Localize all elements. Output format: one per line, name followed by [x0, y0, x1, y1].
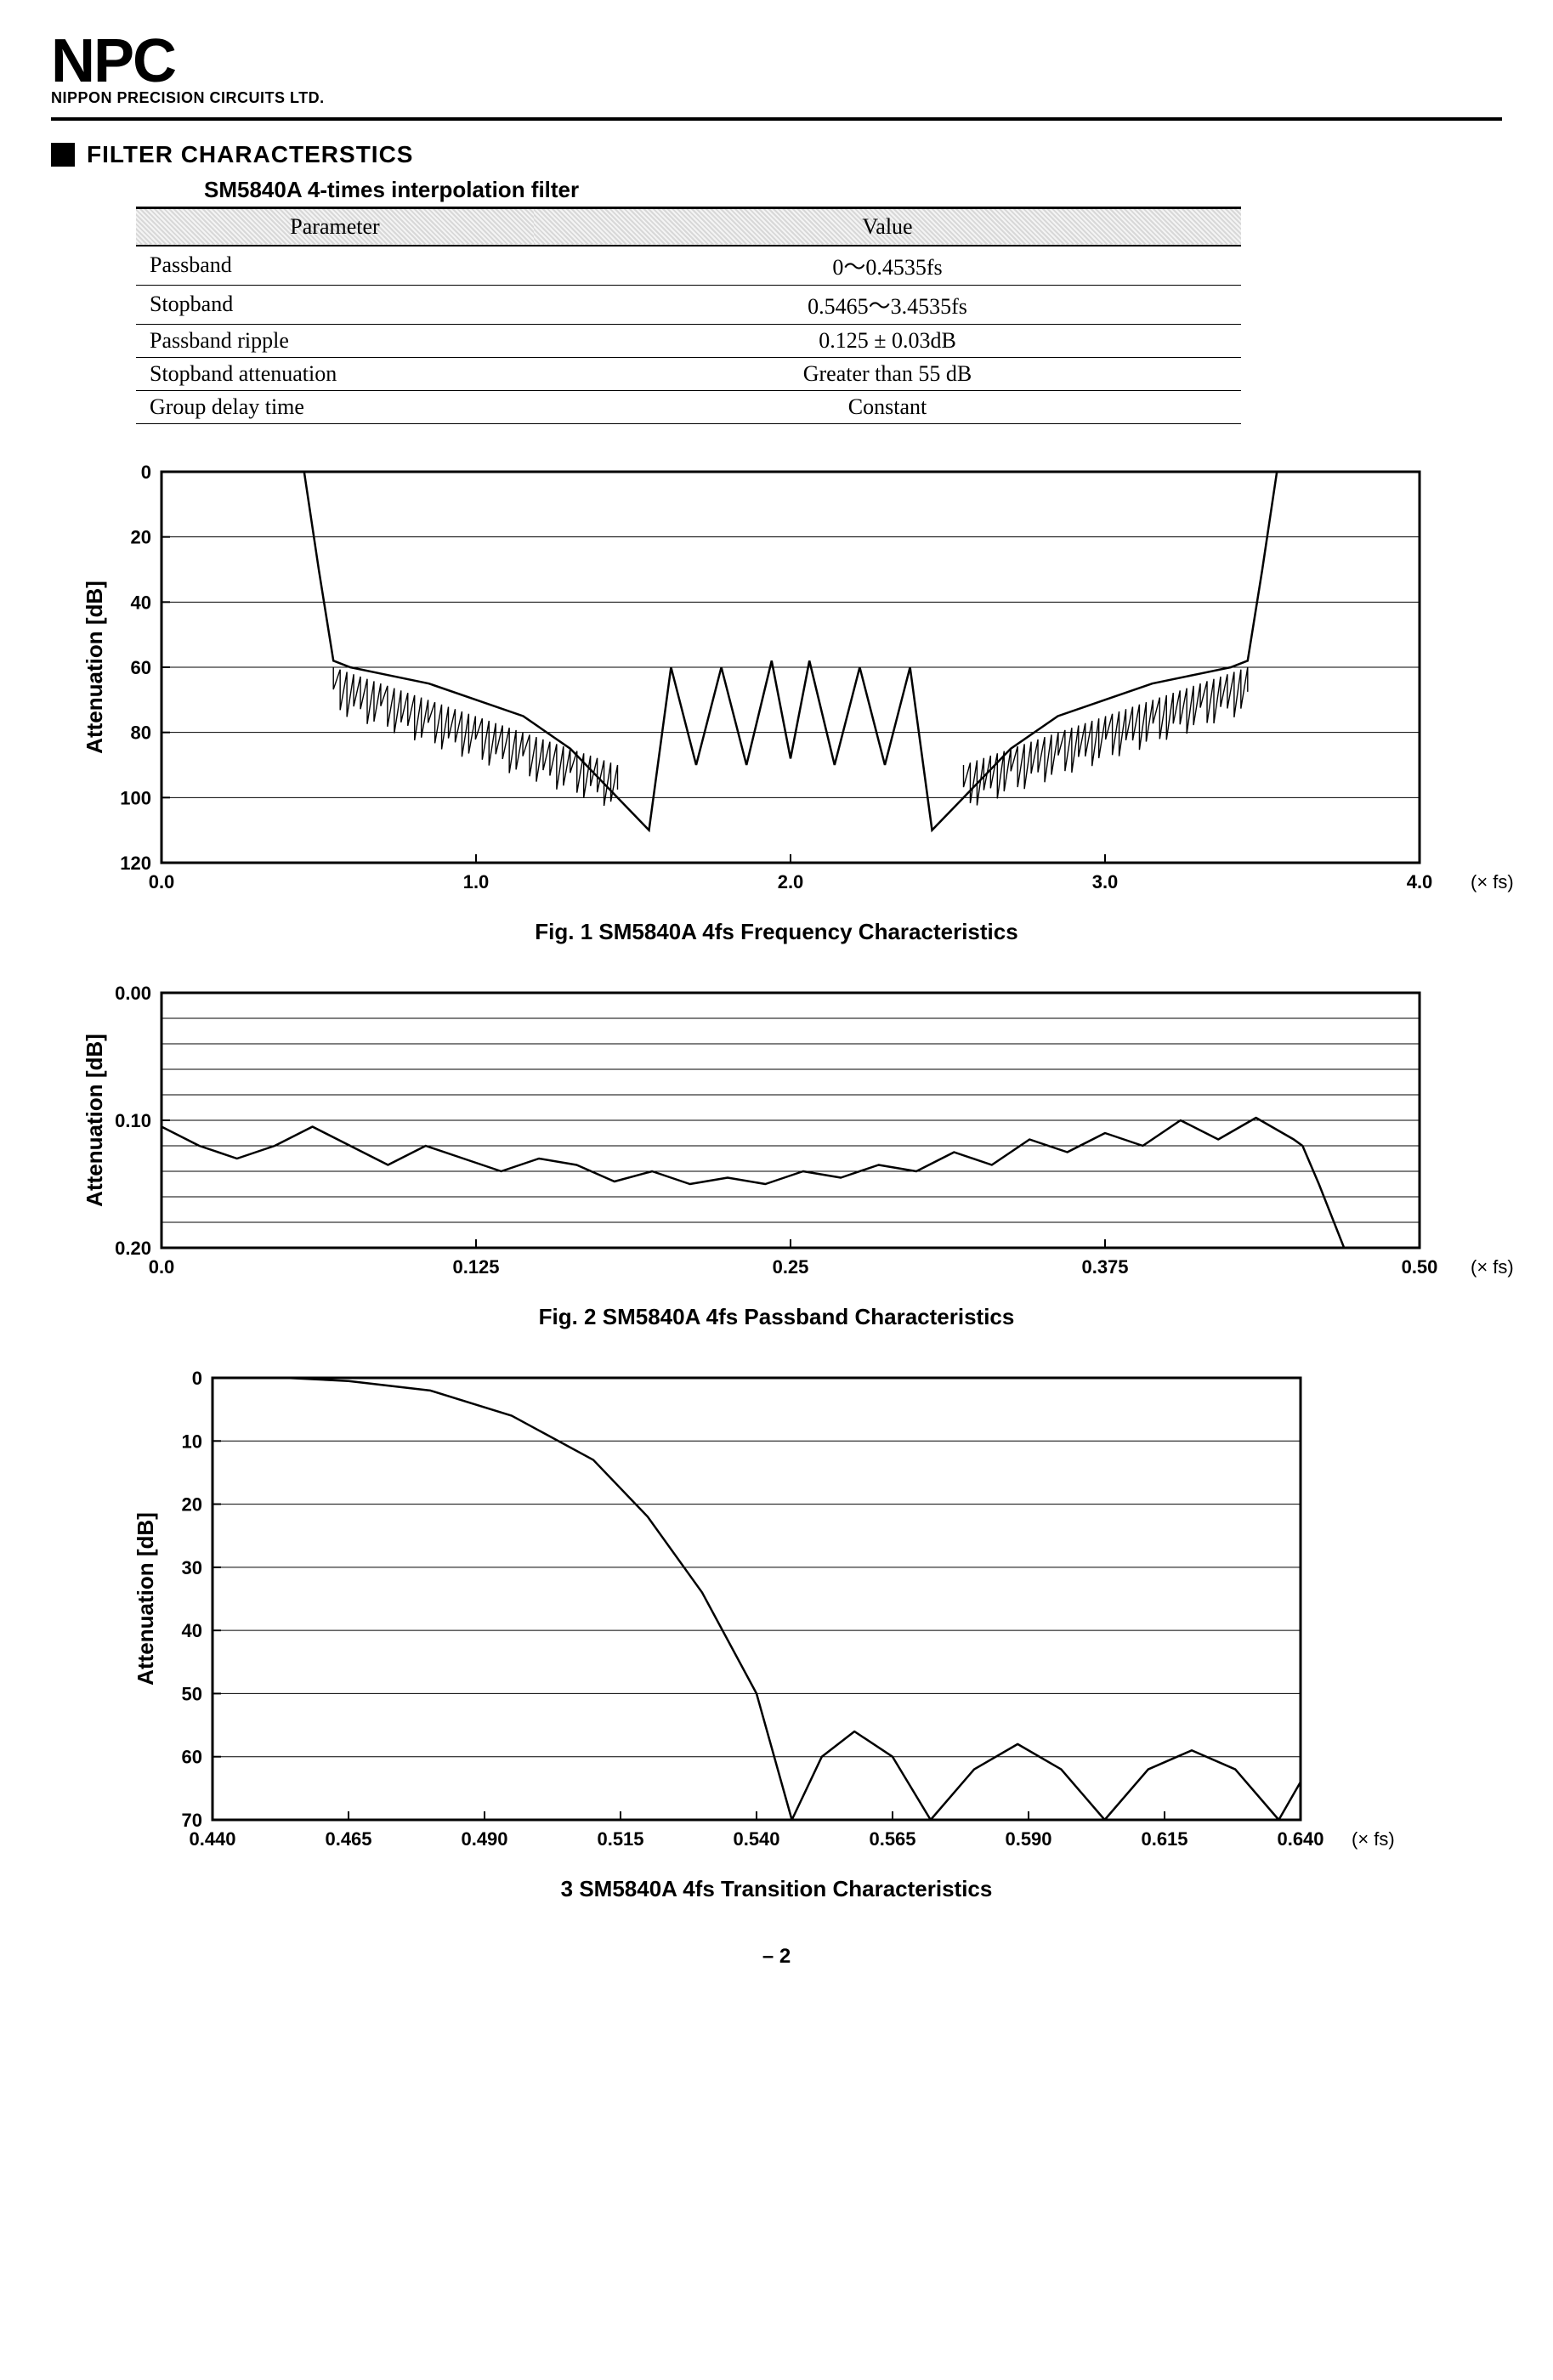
section-subtitle: SM5840A 4-times interpolation filter [204, 177, 1502, 203]
svg-text:20: 20 [182, 1493, 202, 1515]
svg-text:0.565: 0.565 [869, 1828, 915, 1850]
svg-text:1.0: 1.0 [463, 871, 490, 892]
svg-text:20: 20 [131, 526, 151, 547]
table-cell-param: Stopband attenuation [136, 357, 534, 390]
svg-text:0.0: 0.0 [149, 1256, 175, 1278]
svg-text:(× fs): (× fs) [1471, 871, 1514, 892]
svg-text:0.375: 0.375 [1081, 1256, 1128, 1278]
table-header-param: Parameter [136, 207, 534, 246]
svg-text:(× fs): (× fs) [1471, 1256, 1514, 1278]
svg-text:60: 60 [131, 657, 151, 678]
fig3-caption: 3 SM5840A 4fs Transition Characteristics [51, 1876, 1502, 1902]
svg-text:(× fs): (× fs) [1352, 1828, 1395, 1850]
svg-text:Attenuation [dB]: Attenuation [dB] [82, 1034, 107, 1207]
svg-text:0.00: 0.00 [115, 983, 151, 1004]
svg-text:70: 70 [182, 1810, 202, 1831]
spec-table: Parameter Value Passband0～0.4535fsStopba… [136, 207, 1241, 424]
table-cell-value: 0～0.4535fs [534, 246, 1241, 286]
fig3-block: 0.440 0.465 0.490 0.515 0.540 0.565 0.590 0.615… [51, 1361, 1502, 1902]
table-cell-param: Passband ripple [136, 324, 534, 357]
section-title: FILTER CHARACTERSTICS [87, 141, 413, 168]
fig2-chart: 0.0 0.125 0.25 0.375 0.50 0.00 0.10 0.20 Attenua… [51, 976, 1539, 1299]
svg-text:Attenuation [dB]: Attenuation [dB] [133, 1512, 158, 1686]
page-number: – 2 [51, 1945, 1502, 1969]
logo-block: NPC NIPPON PRECISION CIRCUITS LTD. [51, 34, 1502, 107]
svg-text:0.20: 0.20 [115, 1238, 151, 1259]
svg-text:50: 50 [182, 1683, 202, 1704]
fig1-chart: 0.0 1.0 2.0 3.0 4.0 0 20 40 60 80 100 120 Attenuatio… [51, 455, 1539, 914]
svg-text:0.440: 0.440 [189, 1828, 235, 1850]
table-row: Group delay timeConstant [136, 390, 1241, 423]
svg-text:0.590: 0.590 [1005, 1828, 1051, 1850]
svg-text:4.0: 4.0 [1407, 871, 1433, 892]
svg-text:100: 100 [120, 787, 151, 808]
svg-text:0.125: 0.125 [452, 1256, 499, 1278]
svg-text:10: 10 [182, 1431, 202, 1452]
svg-text:0.25: 0.25 [773, 1256, 809, 1278]
logo-sub: NIPPON PRECISION CIRCUITS LTD. [51, 89, 1502, 107]
logo-main: NPC [51, 34, 1502, 89]
svg-text:3.0: 3.0 [1092, 871, 1119, 892]
section-heading: FILTER CHARACTERSTICS [51, 141, 1502, 168]
table-cell-param: Passband [136, 246, 534, 286]
bullet-square-icon [51, 143, 75, 167]
svg-text:0.10: 0.10 [115, 1110, 151, 1131]
table-cell-value: 0.125 ± 0.03dB [534, 324, 1241, 357]
svg-text:0: 0 [192, 1368, 202, 1389]
svg-text:0.540: 0.540 [733, 1828, 779, 1850]
svg-text:0.465: 0.465 [325, 1828, 371, 1850]
table-cell-value: Constant [534, 390, 1241, 423]
svg-text:0.640: 0.640 [1277, 1828, 1323, 1850]
svg-text:0.515: 0.515 [597, 1828, 643, 1850]
svg-text:Attenuation [dB]: Attenuation [dB] [82, 581, 107, 754]
svg-text:60: 60 [182, 1747, 202, 1768]
table-row: Stopband0.5465～3.4535fs [136, 285, 1241, 324]
table-cell-value: 0.5465～3.4535fs [534, 285, 1241, 324]
svg-text:30: 30 [182, 1557, 202, 1578]
fig1-caption: Fig. 1 SM5840A 4fs Frequency Characteris… [51, 919, 1502, 945]
fig2-caption: Fig. 2 SM5840A 4fs Passband Characterist… [51, 1304, 1502, 1330]
fig1-block: 0.0 1.0 2.0 3.0 4.0 0 20 40 60 80 100 120 Attenuatio… [51, 455, 1502, 945]
svg-text:0.490: 0.490 [461, 1828, 507, 1850]
svg-text:0.50: 0.50 [1402, 1256, 1438, 1278]
fig2-block: 0.0 0.125 0.25 0.375 0.50 0.00 0.10 0.20 Attenua… [51, 976, 1502, 1330]
svg-text:0.615: 0.615 [1141, 1828, 1187, 1850]
fig3-chart: 0.440 0.465 0.490 0.515 0.540 0.565 0.590 0.615… [51, 1361, 1420, 1871]
svg-text:80: 80 [131, 722, 151, 743]
table-row: Stopband attenuationGreater than 55 dB [136, 357, 1241, 390]
table-row: Passband ripple0.125 ± 0.03dB [136, 324, 1241, 357]
table-cell-param: Stopband [136, 285, 534, 324]
svg-text:2.0: 2.0 [778, 871, 804, 892]
header-rule [51, 117, 1502, 121]
svg-text:120: 120 [120, 853, 151, 874]
table-cell-value: Greater than 55 dB [534, 357, 1241, 390]
table-cell-param: Group delay time [136, 390, 534, 423]
svg-text:0.0: 0.0 [149, 871, 175, 892]
svg-text:0: 0 [141, 462, 151, 483]
table-header-value: Value [534, 207, 1241, 246]
svg-text:40: 40 [182, 1620, 202, 1641]
svg-text:40: 40 [131, 592, 151, 613]
table-row: Passband0～0.4535fs [136, 246, 1241, 286]
